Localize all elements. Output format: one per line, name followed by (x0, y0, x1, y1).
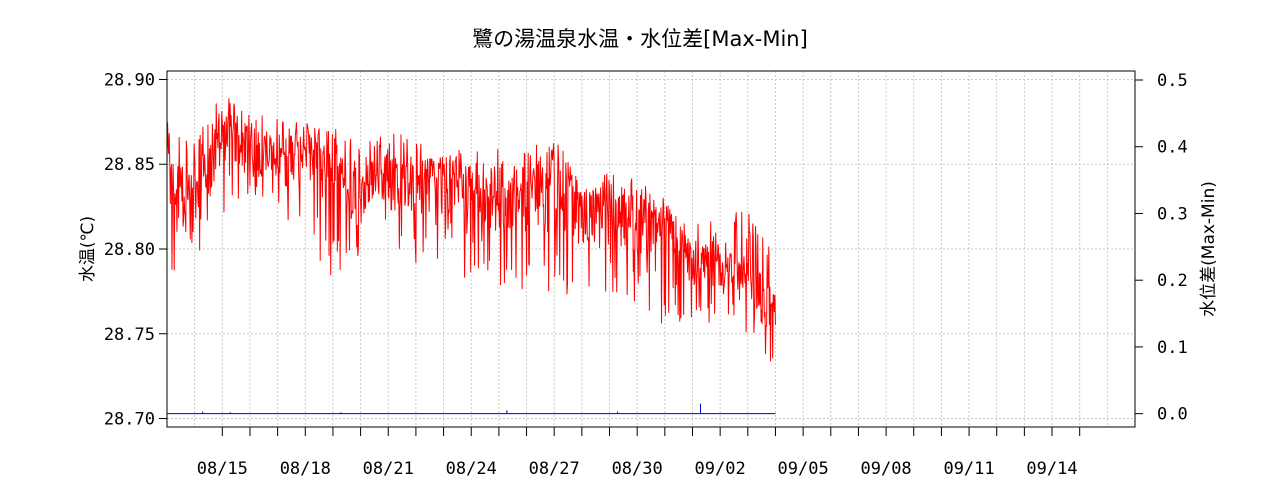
left-y-axis: 28.70 28.75 28.80 28.85 28.90 (104, 70, 167, 430)
left-tick-label: 28.90 (104, 70, 155, 90)
right-axis-title: 水位差(Max-Min) (1199, 181, 1219, 317)
x-axis: 08/15 08/18 08/21 08/24 08/27 08/30 09/02 09/05… (197, 427, 1081, 479)
plot-frame (166, 70, 1136, 428)
x-tick-label: 08/27 (529, 459, 580, 479)
x-tick-label: 08/21 (363, 459, 414, 479)
x-tick-label: 09/02 (695, 459, 746, 479)
left-axis-title: 水温(℃) (78, 216, 98, 282)
right-tick-label: 0.1 (1157, 338, 1188, 358)
left-tick-label: 28.85 (104, 155, 155, 175)
x-tick-label: 08/30 (612, 459, 663, 479)
water-temperature-series (166, 98, 776, 362)
water-level-diff-series (167, 403, 776, 415)
x-tick-label: 09/08 (860, 459, 911, 479)
x-tick-label: 08/24 (446, 459, 497, 479)
x-tick-label: 09/14 (1026, 459, 1077, 479)
right-tick-label: 0.0 (1157, 405, 1188, 425)
water-temperature-line (166, 98, 776, 362)
left-tick-label: 28.70 (104, 410, 155, 430)
x-tick-label: 08/15 (197, 459, 248, 479)
x-tick-label: 09/05 (778, 459, 829, 479)
x-tick-label: 08/18 (280, 459, 331, 479)
x-tick-label: 09/11 (943, 459, 994, 479)
right-tick-label: 0.2 (1157, 271, 1188, 291)
right-tick-label: 0.5 (1157, 71, 1188, 91)
left-tick-label: 28.75 (104, 325, 155, 345)
left-tick-label: 28.80 (104, 240, 155, 260)
right-y-axis: 0.0 0.1 0.2 0.3 0.4 0.5 (1135, 71, 1188, 425)
chart-title: 鷺の湯温泉水温・水位差[Max-Min] (472, 27, 808, 51)
right-tick-label: 0.3 (1157, 204, 1188, 224)
right-tick-label: 0.4 (1157, 138, 1188, 158)
